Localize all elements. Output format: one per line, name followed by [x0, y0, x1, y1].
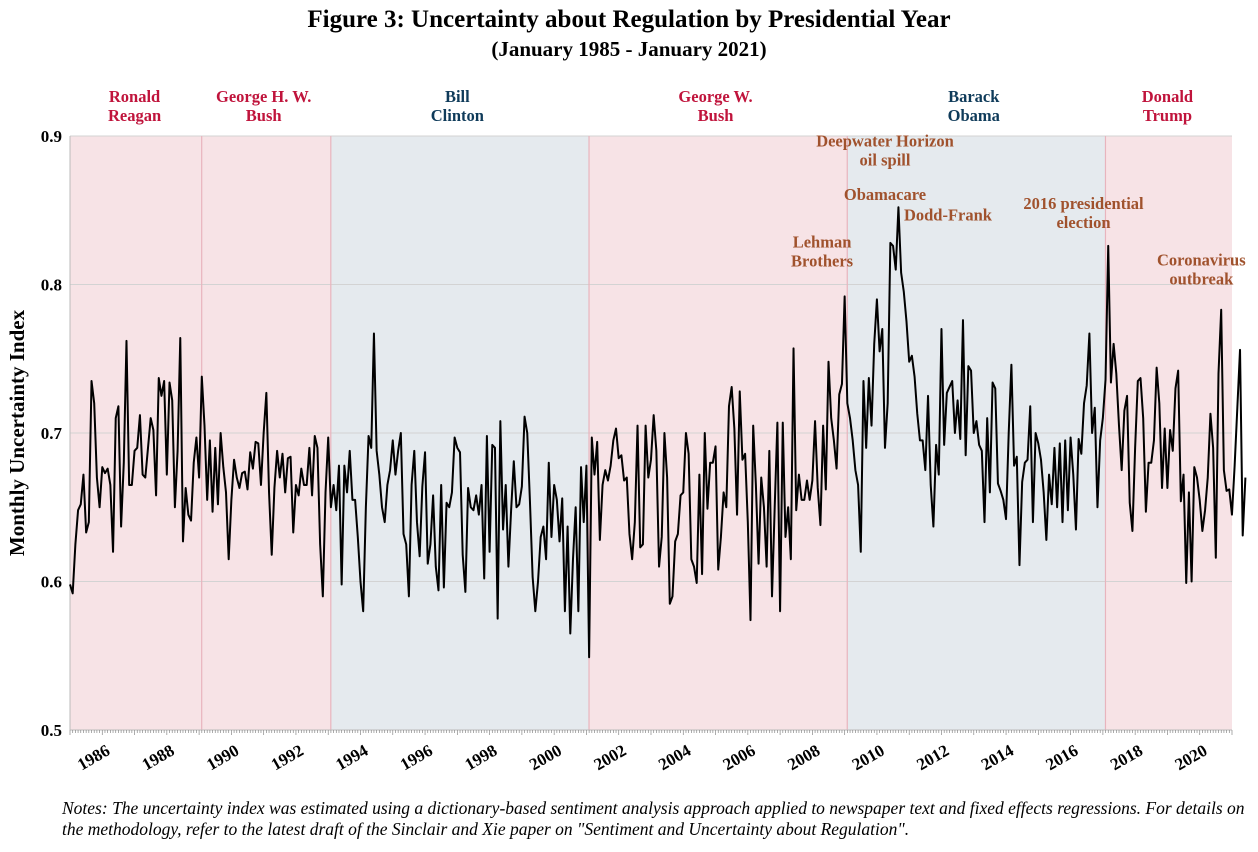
event-annotation-line: Coronavirus — [1157, 251, 1246, 270]
event-annotation: Obamacare — [844, 185, 926, 204]
x-tick-label: 2002 — [591, 741, 630, 774]
event-annotation-line: Obamacare — [844, 185, 926, 204]
axes — [69, 136, 1233, 735]
event-annotation-line: 2016 presidential — [1023, 194, 1144, 213]
president-label-line: Bill — [445, 87, 470, 106]
y-axis-label: Monthly Uncertainty Index — [5, 309, 29, 556]
y-tick-label: 0.5 — [41, 721, 62, 740]
y-tick-label: 0.7 — [41, 424, 63, 443]
chart-notes: Notes: The uncertainty index was estimat… — [62, 798, 1245, 839]
x-tick-label: 1986 — [74, 741, 113, 774]
president-label: George H. W. Bush — [216, 87, 311, 125]
event-annotation-line: Deepwater Horizon — [816, 132, 954, 151]
chart-title: Figure 3: Uncertainty about Regulation b… — [307, 6, 951, 33]
x-tick-label: 1994 — [332, 741, 371, 775]
x-tick-label: 2010 — [849, 741, 888, 774]
event-annotation: Dodd-Frank — [904, 206, 993, 225]
x-tick-label: 2000 — [526, 741, 565, 774]
event-annotations: Lehman Brothers Deepwater Horizon oil spill… — [791, 132, 1246, 289]
president-label-line: George H. W. — [216, 87, 311, 106]
x-tick-label: 2020 — [1172, 741, 1211, 774]
president-label-line: Clinton — [431, 106, 484, 125]
y-tick-label: 0.8 — [41, 276, 62, 295]
president-label: Barack Obama — [948, 87, 1001, 125]
president-label: Ronald Reagan — [108, 87, 161, 125]
president-label-line: Barack — [948, 87, 1000, 106]
event-annotation-line: election — [1056, 213, 1110, 232]
x-tick-label: 2016 — [1042, 741, 1081, 774]
x-tick-label: 1998 — [461, 741, 500, 774]
event-annotation: Deepwater Horizon oil spill — [816, 132, 954, 170]
y-tick-label: 0.6 — [41, 573, 62, 592]
president-label-line: Trump — [1143, 106, 1192, 125]
president-label: George W. Bush — [678, 87, 752, 125]
event-annotation-line: oil spill — [860, 151, 911, 170]
event-annotation-line: Dodd-Frank — [904, 206, 993, 225]
series-line-group — [69, 206, 1247, 659]
x-tick-label: 2006 — [720, 741, 759, 774]
event-annotation-line: Lehman — [793, 233, 852, 252]
series-line — [69, 206, 1247, 659]
event-annotation-line: Brothers — [791, 252, 854, 271]
president-label-line: Bush — [246, 106, 282, 125]
president-label: Bill Clinton — [431, 87, 484, 125]
president-label: Donald Trump — [1142, 87, 1193, 125]
x-tick-label: 1996 — [397, 741, 436, 774]
x-tick-label: 2012 — [913, 741, 952, 774]
x-tick-label: 2018 — [1107, 741, 1146, 774]
x-tick-label: 1990 — [203, 741, 242, 774]
term-boundaries — [201, 136, 1107, 730]
x-tick-label: 2008 — [784, 741, 823, 774]
event-annotation: Coronavirus outbreak — [1157, 251, 1246, 289]
x-tick-label: 1988 — [139, 741, 178, 774]
president-label-line: Donald — [1142, 87, 1193, 106]
event-annotation: Lehman Brothers — [791, 233, 854, 271]
president-label-line: Bush — [698, 106, 734, 125]
president-label-line: Reagan — [108, 106, 161, 125]
x-tick-label: 2004 — [655, 741, 694, 775]
chart-subtitle: (January 1985 - January 2021) — [491, 37, 767, 61]
y-tick-label: 0.9 — [41, 127, 62, 146]
event-annotation-line: outbreak — [1169, 270, 1234, 289]
event-annotation: 2016 presidential election — [1023, 194, 1144, 232]
uncertainty-line-chart: 0.5 0.6 0.7 0.8 0.9 1986 1988 1990 1992 1994 1996 1… — [5, 87, 1247, 775]
x-tick-label: 2014 — [978, 741, 1017, 775]
president-label-line: George W. — [678, 87, 752, 106]
x-tick-label: 1992 — [268, 741, 307, 774]
president-label-line: Obama — [948, 106, 1000, 125]
president-label-line: Ronald — [109, 87, 160, 106]
